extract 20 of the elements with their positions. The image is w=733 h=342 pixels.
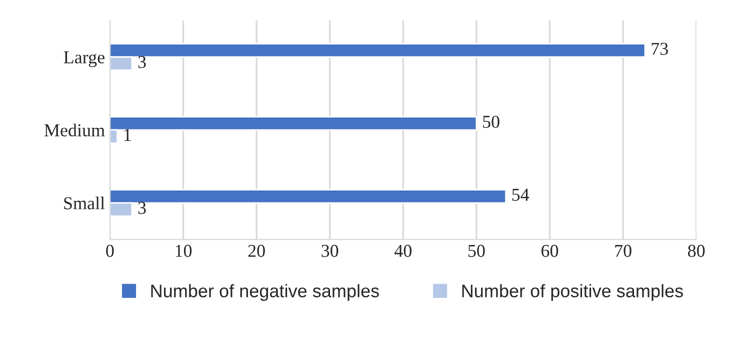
x-tick-label: 0: [106, 244, 114, 257]
x-tick-label: 60: [542, 244, 558, 257]
y-tick-label: Large: [64, 51, 104, 68]
data-label: 73: [652, 42, 668, 55]
x-tick-label: 20: [248, 244, 265, 257]
data-label: 54: [512, 188, 530, 201]
x-tick-label: 10: [176, 244, 192, 257]
y-tick-label: Small: [64, 196, 105, 210]
data-label: 3: [138, 56, 146, 68]
x-tick-label: 40: [394, 244, 412, 257]
x-tick-label: 80: [688, 244, 705, 257]
data-label: 3: [138, 202, 146, 214]
x-tick-label: 30: [322, 244, 338, 257]
legend-label: Number of negative samples: [151, 284, 379, 301]
legend-label: Number of positive samples: [462, 284, 683, 301]
data-label: 1: [124, 128, 131, 141]
x-tick-label: 70: [615, 244, 632, 257]
x-tick-label: 50: [468, 244, 485, 257]
y-tick-label: Medium: [44, 124, 105, 136]
data-label: 50: [483, 116, 500, 128]
